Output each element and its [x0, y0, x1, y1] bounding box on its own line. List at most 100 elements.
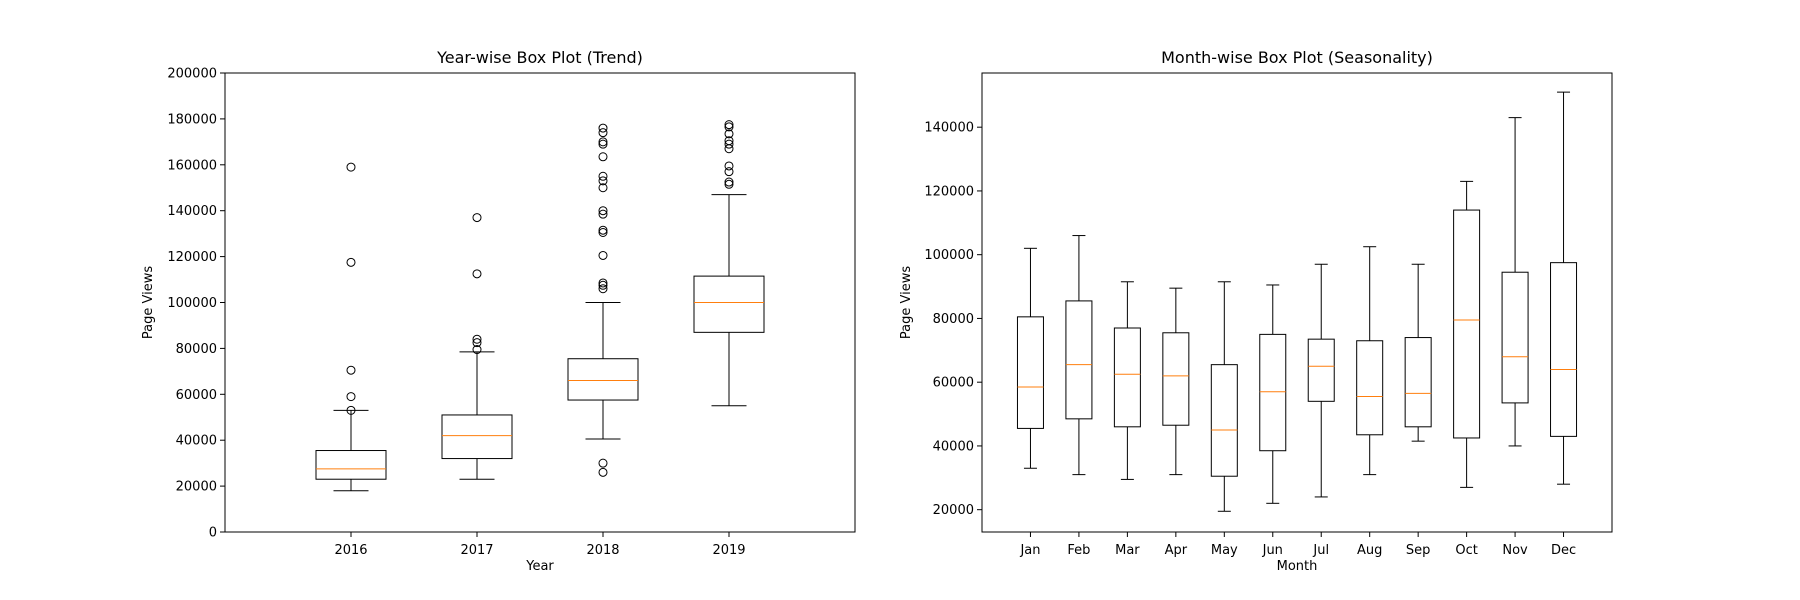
- outlier-point: [598, 183, 608, 193]
- box-month-Dec: [1550, 91, 1578, 485]
- y-axis-label-month: Page Views: [899, 266, 914, 339]
- outlier-point: [724, 161, 734, 171]
- outlier-point: [598, 152, 608, 162]
- x-tick-label-month-1: Feb: [1067, 543, 1090, 558]
- iqr-box: [1065, 300, 1093, 420]
- outlier-point: [598, 467, 608, 477]
- iqr-box: [1113, 327, 1141, 428]
- outlier-point: [598, 284, 608, 294]
- outlier-point: [724, 179, 734, 189]
- y-tick-label-month-6: 140000: [924, 121, 974, 136]
- y-tick-label-month-5: 120000: [924, 184, 974, 199]
- outlier-point: [472, 269, 482, 279]
- outlier-point: [598, 128, 608, 138]
- chart-title-year: Year-wise Box Plot (Trend): [436, 48, 643, 67]
- x-tick-label-month-5: Jun: [1262, 543, 1283, 558]
- year-wise-chart: Year-wise Box Plot (Trend) 0 20000 40000 60…: [141, 48, 856, 574]
- iqr-box: [315, 450, 387, 480]
- x-tick-label-month-9: Oct: [1455, 543, 1477, 558]
- box-month-Aug: [1356, 246, 1384, 476]
- box-month-Mar: [1113, 281, 1141, 480]
- x-tick-label-year-3: 2019: [712, 543, 745, 558]
- outlier-point: [346, 365, 356, 375]
- outlier-point: [724, 177, 734, 187]
- y-tick-label-year-0: 0: [209, 526, 217, 541]
- iqr-box: [441, 414, 513, 460]
- iqr-box: [1404, 337, 1432, 428]
- y-tick-label-month-0: 20000: [933, 503, 974, 518]
- outlier-point: [724, 144, 734, 154]
- iqr-box: [1550, 262, 1578, 437]
- outlier-point: [724, 122, 734, 132]
- month-wise-chart: Month-wise Box Plot (Seasonality) 20000 4…: [899, 48, 1613, 574]
- x-axis-label-year: Year: [525, 559, 554, 574]
- x-tick-label-month-2: Mar: [1115, 543, 1140, 558]
- x-tick-label-year-0: 2016: [334, 543, 367, 558]
- x-tick-label-month-7: Aug: [1357, 543, 1382, 558]
- y-tick-label-month-1: 40000: [933, 439, 974, 454]
- box-month-Nov: [1501, 117, 1529, 447]
- outlier-point: [724, 136, 734, 146]
- box-year-2018: [567, 123, 639, 477]
- iqr-box: [1501, 271, 1529, 404]
- outlier-point: [472, 338, 482, 348]
- iqr-box: [1016, 316, 1044, 429]
- x-tick-label-month-4: May: [1211, 543, 1238, 558]
- outlier-point: [724, 167, 734, 177]
- y-tick-label-year-2: 40000: [176, 434, 217, 449]
- y-tick-label-year-5: 100000: [167, 296, 217, 311]
- outlier-point: [598, 458, 608, 468]
- y-tick-label-month-2: 60000: [933, 376, 974, 391]
- outlier-point: [724, 129, 734, 139]
- outlier-point: [598, 123, 608, 133]
- iqr-box: [1210, 364, 1238, 477]
- outlier-point: [598, 139, 608, 149]
- x-tick-label-month-6: Jul: [1312, 543, 1329, 558]
- x-tick-label-month-3: Apr: [1165, 543, 1188, 558]
- outlier-point: [472, 213, 482, 223]
- x-tick-label-year-1: 2017: [460, 543, 493, 558]
- x-axis-label-month: Month: [1277, 559, 1318, 574]
- box-month-Sep: [1404, 263, 1432, 442]
- outlier-point: [472, 334, 482, 344]
- y-tick-label-month-3: 80000: [933, 312, 974, 327]
- outlier-point: [598, 225, 608, 235]
- box-month-May: [1210, 281, 1238, 512]
- outlier-point: [598, 176, 608, 186]
- box-month-Jun: [1259, 284, 1287, 504]
- x-tick-label-month-10: Nov: [1502, 543, 1528, 558]
- box-year-2017: [441, 213, 513, 480]
- box-month-Jan: [1016, 247, 1044, 469]
- x-tick-label-year-2: 2018: [586, 543, 619, 558]
- chart-title-month: Month-wise Box Plot (Seasonality): [1161, 48, 1433, 67]
- outlier-point: [346, 405, 356, 415]
- y-tick-label-year-7: 140000: [167, 204, 217, 219]
- outlier-point: [598, 209, 608, 219]
- outlier-point: [598, 278, 608, 288]
- y-tick-label-year-3: 60000: [176, 388, 217, 403]
- y-tick-label-month-4: 100000: [924, 248, 974, 263]
- plot-frame-year: [224, 72, 856, 533]
- iqr-box: [1453, 209, 1481, 439]
- y-tick-label-year-9: 180000: [167, 112, 217, 127]
- y-tick-label-year-10: 200000: [167, 67, 217, 82]
- x-tick-label-month-8: Sep: [1406, 543, 1431, 558]
- outlier-point: [346, 162, 356, 172]
- outlier-point: [724, 120, 734, 130]
- iqr-box: [1356, 340, 1384, 436]
- outlier-point: [598, 206, 608, 216]
- box-month-Oct: [1453, 180, 1481, 488]
- outlier-point: [598, 250, 608, 260]
- iqr-box: [1307, 338, 1335, 402]
- outlier-point: [346, 392, 356, 402]
- y-tick-label-year-1: 20000: [176, 480, 217, 495]
- iqr-box: [1162, 332, 1190, 426]
- y-axis-label-year: Page Views: [141, 266, 156, 339]
- outlier-point: [598, 280, 608, 290]
- outlier-point: [346, 257, 356, 267]
- y-tick-label-year-8: 160000: [167, 158, 217, 173]
- y-tick-label-year-4: 80000: [176, 342, 217, 357]
- outlier-point: [598, 171, 608, 181]
- box-year-2016: [315, 162, 387, 492]
- box-month-Feb: [1065, 235, 1093, 476]
